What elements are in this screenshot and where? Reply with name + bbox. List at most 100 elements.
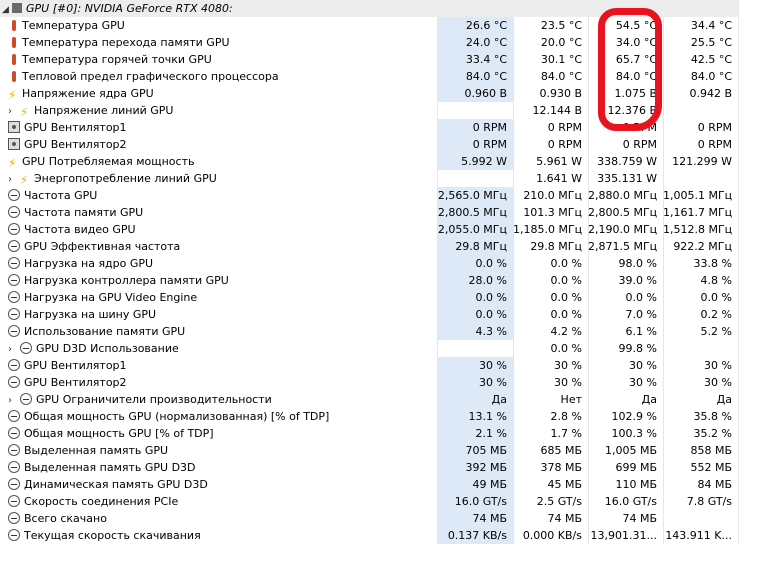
sensor-row[interactable]: Выделенная память GPU 705 МБ 685 МБ 1,005 М… (0, 442, 738, 459)
sensor-rows: Температура GPU 26.6 °C 23.5 °C 54.5 °C 34.4… (0, 17, 738, 544)
sensor-label: Скорость соединения PCIe (24, 495, 179, 508)
max-value: 30 % (629, 376, 657, 389)
sensor-row[interactable]: ⚡ Напряжение ядра GPU 0.960 В 0.930 В 1.075 … (0, 85, 738, 102)
sensor-row[interactable]: Частота GPU 2,565.0 МГц 210.0 МГц 2,880.0 М… (0, 187, 738, 204)
sensor-row[interactable]: › ⚡ Энергопотребление линий GPU 1.641 W 335.… (0, 170, 738, 187)
expand-chevron-icon[interactable]: › (8, 395, 12, 406)
sensor-name-cell: › ⚡ Напряжение линий GPU (0, 102, 437, 119)
column-divider (588, 0, 589, 544)
max-value: 699 МБ (615, 461, 657, 474)
sensor-name-cell: GPU Вентилятор1 (0, 357, 437, 374)
sensor-name-cell: Частота GPU (0, 187, 437, 204)
max-value: 13,901.31... (590, 529, 657, 542)
sensor-row[interactable]: Нагрузка на ядро GPU 0.0 % 0.0 % 98.0 % 33.8… (0, 255, 738, 272)
min-value: 378 МБ (540, 461, 582, 474)
sensor-row[interactable]: Текущая скорость скачивания 0.137 KB/s 0.0… (0, 527, 738, 544)
sensor-row[interactable]: Общая мощность GPU (нормализованная) [% … (0, 408, 738, 425)
expand-chevron-icon[interactable]: › (8, 106, 12, 117)
current-value: 2.1 % (437, 425, 513, 442)
max-value: 110 МБ (615, 478, 657, 491)
average-value: 0 RPM (697, 138, 732, 151)
current-value: 0.960 В (437, 85, 513, 102)
min-value: 45 МБ (547, 478, 582, 491)
sensor-row[interactable]: Нагрузка на GPU Video Engine 0.0 % 0.0 % 0.… (0, 289, 738, 306)
sensor-row[interactable]: Температура перехода памяти GPU 24.0 °C 20… (0, 34, 738, 51)
sensor-name-cell: Использование памяти GPU (0, 323, 437, 340)
max-value: 7.0 % (625, 308, 657, 321)
device-title: GPU [#0]: NVIDIA GeForce RTX 4080: (26, 2, 233, 15)
current-value: 29.8 МГц (437, 238, 513, 255)
sensor-name-cell: Нагрузка на шину GPU (0, 306, 437, 323)
sensor-row[interactable]: Температура GPU 26.6 °C 23.5 °C 54.5 °C 34.4… (0, 17, 738, 34)
average-value: 35.2 % (693, 427, 732, 440)
sensor-row[interactable]: Температура горячей точки GPU 33.4 °C 30.1… (0, 51, 738, 68)
sensor-name-cell: Температура GPU (0, 17, 437, 34)
max-value: 0 RPM (622, 138, 657, 151)
sensor-row[interactable]: Использование памяти GPU 4.3 % 4.2 % 6.1 % 5… (0, 323, 738, 340)
sensor-row[interactable]: GPU Вентилятор1 30 % 30 % 30 % 30 % (0, 357, 738, 374)
sensor-label: Напряжение ядра GPU (22, 87, 154, 100)
current-value (437, 170, 513, 187)
sensor-name-cell: Выделенная память GPU (0, 442, 437, 459)
max-value: 0 RPM (622, 121, 657, 134)
max-value: 2,871.5 МГц (588, 240, 658, 253)
sensor-row[interactable]: GPU Вентилятор1 0 RPM 0 RPM 0 RPM 0 RPM (0, 119, 738, 136)
sensor-row[interactable]: Тепловой предел графического процессора 8… (0, 68, 738, 85)
sensor-label: Частота видео GPU (24, 223, 136, 236)
sensor-row[interactable]: GPU Эффективная частота 29.8 МГц 29.8 МГц 2… (0, 238, 738, 255)
gpu-icon (12, 3, 22, 13)
sensor-row[interactable]: › GPU Ограничители производительности Да Не… (0, 391, 738, 408)
average-value: 143.911 K... (665, 529, 732, 542)
sensor-row[interactable]: Общая мощность GPU [% of TDP] 2.1 % 1.7 % 1… (0, 425, 738, 442)
min-value: 30.1 °C (540, 53, 582, 66)
device-group-row[interactable]: ◢ GPU [#0]: NVIDIA GeForce RTX 4080: (0, 0, 738, 17)
average-value: 0.0 % (700, 291, 732, 304)
max-value: 335.131 W (597, 172, 657, 185)
sensor-label: GPU Эффективная частота (24, 240, 181, 253)
sensor-label: Использование памяти GPU (24, 325, 186, 338)
sensor-label: GPU Потребляемая мощность (22, 155, 195, 168)
sensor-name-cell: Общая мощность GPU [% of TDP] (0, 425, 437, 442)
sensor-name-cell: Нагрузка на GPU Video Engine (0, 289, 437, 306)
sensor-row[interactable]: › GPU D3D Использование 0.0 % 99.8 % (0, 340, 738, 357)
current-value: 5.992 W (437, 153, 513, 170)
current-value (437, 340, 513, 357)
sensor-row[interactable]: Скорость соединения PCIe 16.0 GT/s 2.5 GT/… (0, 493, 738, 510)
current-value: 2,565.0 МГц (437, 187, 513, 204)
sensor-row[interactable]: Нагрузка на шину GPU 0.0 % 0.0 % 7.0 % 0.2 % (0, 306, 738, 323)
sensor-row[interactable]: Всего скачано 74 МБ 74 МБ 74 МБ (0, 510, 738, 527)
sensor-row[interactable]: › ⚡ Напряжение линий GPU 12.144 В 12.376 В (0, 102, 738, 119)
sensor-name-cell: Выделенная память GPU D3D (0, 459, 437, 476)
gauge-icon (8, 495, 20, 507)
current-value: 30 % (437, 357, 513, 374)
max-value: 1,005 МБ (604, 444, 657, 457)
max-value: 99.8 % (618, 342, 657, 355)
sensor-label: GPU Вентилятор2 (24, 376, 127, 389)
current-value: 13.1 % (437, 408, 513, 425)
expand-chevron-icon[interactable]: › (8, 344, 12, 355)
sensor-row[interactable]: Частота видео GPU 2,055.0 МГц 1,185.0 МГц 2… (0, 221, 738, 238)
column-divider (663, 0, 664, 544)
sensor-row[interactable]: Частота памяти GPU 2,800.5 МГц 101.3 МГц 2,… (0, 204, 738, 221)
column-divider (738, 0, 739, 544)
collapse-arrow-icon[interactable]: ◢ (2, 5, 9, 15)
average-value: 25.5 °C (690, 36, 732, 49)
sensor-row[interactable]: Нагрузка контроллера памяти GPU 28.0 % 0.0… (0, 272, 738, 289)
expand-chevron-icon[interactable]: › (8, 174, 12, 185)
sensor-name-cell: Частота видео GPU (0, 221, 437, 238)
min-value: 1,185.0 МГц (513, 223, 583, 236)
current-value: 0 RPM (437, 136, 513, 153)
sensor-row[interactable]: GPU Вентилятор2 0 RPM 0 RPM 0 RPM 0 RPM (0, 136, 738, 153)
sensor-row[interactable]: ⚡ GPU Потребляемая мощность 5.992 W 5.961 W… (0, 153, 738, 170)
sensor-name-cell: GPU Вентилятор2 (0, 136, 437, 153)
sensor-row[interactable]: GPU Вентилятор2 30 % 30 % 30 % 30 % (0, 374, 738, 391)
sensor-name-cell: GPU Вентилятор2 (0, 374, 437, 391)
sensor-row[interactable]: Выделенная память GPU D3D 392 МБ 378 МБ 699… (0, 459, 738, 476)
thermometer-icon (12, 71, 16, 82)
sensor-row[interactable]: Динамическая память GPU D3D 49 МБ 45 МБ 110… (0, 476, 738, 493)
min-value: 20.0 °C (540, 36, 582, 49)
sensor-label: Нагрузка на шину GPU (24, 308, 157, 321)
sensor-name-cell: › GPU Ограничители производительности (0, 391, 437, 408)
sensor-label: Всего скачано (24, 512, 107, 525)
current-value: 0.0 % (437, 289, 513, 306)
